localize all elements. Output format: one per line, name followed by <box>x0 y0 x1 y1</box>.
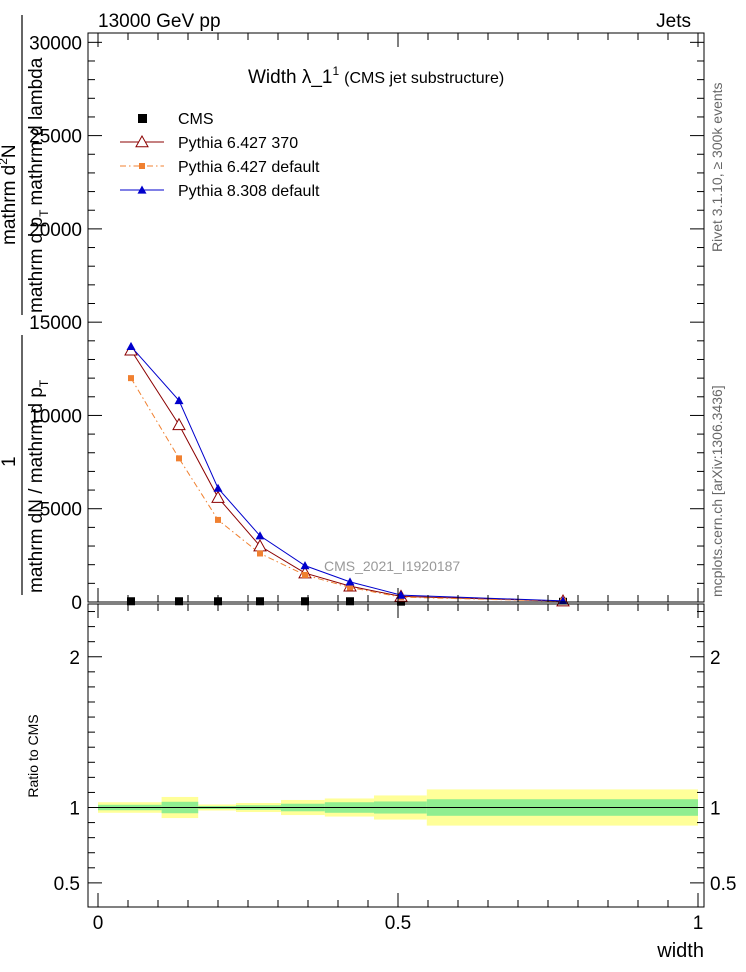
legend-marker-1 <box>135 134 149 148</box>
chart-title-suffix: (CMS jet substructure) <box>344 70 504 87</box>
series-0-point-0 <box>127 597 135 606</box>
chart-title: Width λ_11 (CMS jet substructure) <box>248 64 504 88</box>
header-left: 13000 GeV pp <box>98 11 221 32</box>
main-ytick-label-0: 0 <box>71 593 82 614</box>
ratio-ytick-label-left-1: 1 <box>69 799 80 820</box>
ylabel-left-denom: mathrm dN / mathrm d pT <box>26 379 51 593</box>
series-3-point-3 <box>255 531 265 540</box>
ratio-ylabel: Ratio to CMS <box>25 714 41 797</box>
series-3-point-4 <box>300 561 310 570</box>
legend: CMS Pythia 6.427 370 Pythia 6.427 default P… <box>120 111 320 200</box>
mcplots-label: mcplots.cern.ch [arXiv:1306.3436] <box>709 385 725 597</box>
main-ytick-label-3: 15000 <box>29 313 82 334</box>
legend-label-3: Pythia 8.308 default <box>178 183 320 200</box>
legend-label-1: Pythia 6.427 370 <box>178 135 298 152</box>
series-3-point-1 <box>174 396 184 405</box>
legend-label-2: Pythia 6.427 default <box>178 159 320 176</box>
series-3-point-5 <box>345 577 355 586</box>
analysis-watermark: CMS_2021_I1920187 <box>324 558 460 574</box>
xtick-label-2: 1 <box>693 913 704 934</box>
ratio-ytick-label-right-1: 1 <box>710 799 721 820</box>
ratio-ytick-label-left-0: 0.5 <box>54 874 80 895</box>
legend-marker-2 <box>139 163 145 169</box>
series-0-point-4 <box>301 597 309 606</box>
main-ytick-label-1: 5000 <box>40 500 82 521</box>
series-2-point-5 <box>347 584 353 591</box>
series-0-point-1 <box>175 597 183 606</box>
series-2-point-3 <box>257 550 263 557</box>
ratio-frame <box>87 603 705 908</box>
xtick-label-1: 0.5 <box>385 913 411 934</box>
legend-marker-0 <box>138 114 147 123</box>
main-ytick-label-5: 25000 <box>29 127 82 148</box>
main-ytick-label-6: 30000 <box>29 33 82 54</box>
series-0-point-5 <box>346 597 354 606</box>
series-line-2 <box>130 377 564 602</box>
xtick-label-0: 0 <box>93 913 104 934</box>
main-ylabel: 1 mathrm dN / mathrm d pT mathrm d2N mat… <box>0 15 51 595</box>
ylabel-left-numer: 1 <box>0 456 20 467</box>
series-2-point-4 <box>302 571 308 578</box>
series-2-point-2 <box>215 516 221 523</box>
xlabel: width <box>656 940 704 962</box>
series-3-point-2 <box>213 483 223 492</box>
legend-marker-3 <box>137 185 147 194</box>
series-3-point-6 <box>396 590 406 599</box>
chart-title-sup: 1 <box>332 64 339 78</box>
rivet-label: Rivet 3.1.10, ≥ 300k events <box>709 82 725 252</box>
ratio-ytick-label-right-2: 2 <box>710 648 721 669</box>
main-series <box>124 341 570 607</box>
series-line-1 <box>130 349 564 602</box>
series-2-point-1 <box>176 455 182 462</box>
ratio-ytick-label-left-2: 2 <box>69 648 80 669</box>
series-line-3 <box>130 346 564 602</box>
ylabel-right-numer: mathrm d2N <box>0 144 20 245</box>
series-2-point-0 <box>128 375 134 382</box>
series-0-point-3 <box>256 597 264 606</box>
main-ytick-label-4: 20000 <box>29 220 82 241</box>
main-frame <box>87 32 705 603</box>
chart-title-main: Width λ_1 <box>248 67 332 88</box>
header-right: Jets <box>656 11 691 32</box>
ylabel-right-denom: mathrm d pTmathrm d lambda <box>26 57 51 313</box>
axes: 0 5000 10000 15000 20000 25000 30000 0.5 0.5 1 1 2 2… <box>29 32 736 934</box>
series-1-point-2 <box>211 490 225 503</box>
series-3-point-0 <box>126 341 136 351</box>
main-ytick-label-2: 10000 <box>29 406 82 427</box>
legend-label-0: CMS <box>178 111 214 128</box>
series-1-point-1 <box>172 417 186 431</box>
ratio-ytick-label-right-0: 0.5 <box>710 874 736 895</box>
ratio-bands <box>98 789 698 826</box>
